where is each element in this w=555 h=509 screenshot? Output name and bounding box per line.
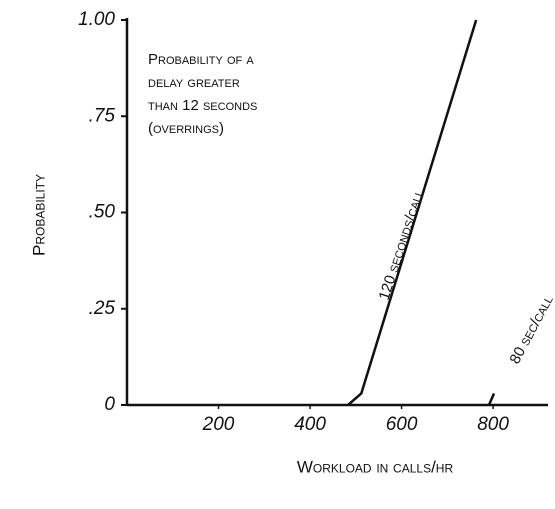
x-tick-label: 600 — [386, 414, 418, 435]
series-line — [487, 392, 496, 406]
series-label: 120 seconds/call — [376, 187, 428, 302]
series-label: 80 sec/call — [506, 293, 555, 367]
y-tick-label: .75 — [89, 105, 116, 126]
annotation: delay greater — [148, 74, 240, 91]
annotation: Probability of a — [148, 51, 254, 68]
x-tick-label: 200 — [202, 414, 235, 435]
y-axis-label: Probability — [29, 174, 48, 256]
x-axis-label: Workload in calls/hr — [297, 457, 454, 476]
y-tick-label: 0 — [104, 394, 115, 415]
y-tick-label: .25 — [89, 298, 116, 319]
y-tick-label: .50 — [89, 202, 116, 223]
x-tick-label: 800 — [477, 414, 509, 435]
series-line — [347, 19, 478, 406]
annotation: than 12 seconds — [148, 97, 257, 114]
x-tick-label: 400 — [294, 414, 326, 435]
y-tick-label: 1.00 — [78, 9, 115, 30]
annotation: (overrings) — [148, 120, 224, 137]
